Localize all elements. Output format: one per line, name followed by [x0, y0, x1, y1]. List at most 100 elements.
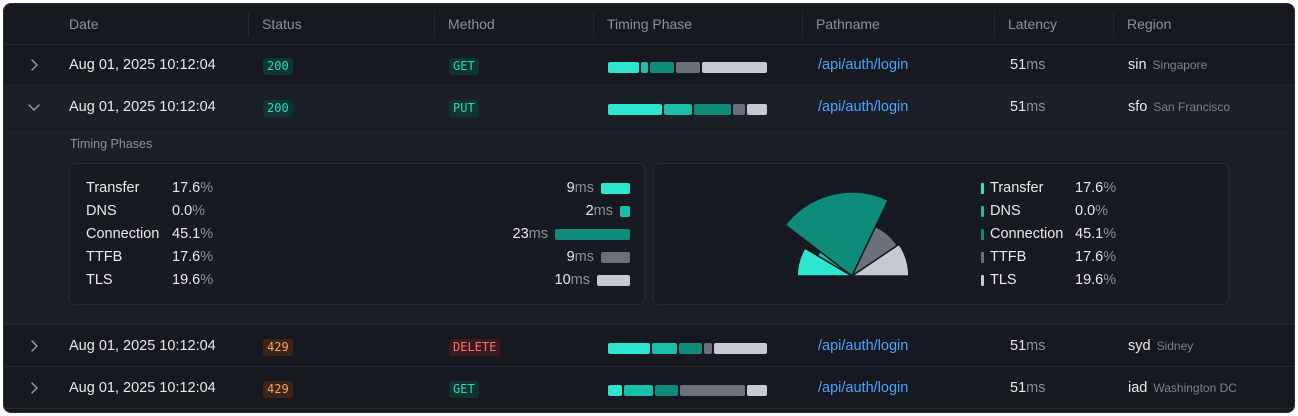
table-row[interactable]: Aug 01, 2025 10:12:04 200 GET/api/auth/log… — [4, 45, 1294, 86]
table-row[interactable]: Aug 01, 2025 10:12:04 429 DELETE/api/auth/… — [4, 326, 1294, 367]
method-badge: GET — [449, 381, 479, 398]
legend-percent: 17.6% — [1075, 246, 1116, 269]
region-city: Washington DC — [1153, 381, 1237, 395]
phase-percent-unit: % — [192, 203, 206, 219]
column-pathname[interactable]: Pathname — [816, 16, 880, 32]
latency-value: 51ms — [1010, 368, 1045, 409]
phase-duration-value: 23 — [512, 226, 529, 242]
phase-breakdown-panel: Transfer 17.6% 9ms DNS 0.0% 2ms Connection 45.1… — [69, 163, 645, 305]
phase-percent-unit: % — [200, 226, 214, 242]
phase-row: Transfer 17.6% 9ms — [70, 177, 644, 200]
legend-percent: 19.6% — [1075, 269, 1116, 292]
phase-percent: 45.1% — [172, 223, 213, 246]
chevron-right-icon[interactable] — [26, 338, 42, 354]
phase-duration-value: 10 — [554, 272, 571, 288]
pathname-link[interactable]: /api/auth/login — [818, 57, 909, 73]
status-badge: 429 — [263, 381, 293, 398]
pie-slice-transfer — [796, 247, 855, 277]
column-divider — [248, 12, 249, 37]
legend-swatch — [981, 275, 984, 286]
phase-duration-bar — [597, 275, 630, 286]
legend-swatch — [981, 206, 984, 217]
column-timing-phase[interactable]: Timing Phase — [607, 16, 693, 32]
phase-percent-value: 17.6 — [172, 180, 201, 196]
phase-duration-bar — [555, 229, 630, 240]
phase-percent-unit: % — [200, 249, 214, 265]
legend-label: Connection — [990, 226, 1064, 242]
chevron-down-icon[interactable] — [26, 99, 42, 115]
phase-name: Transfer — [86, 180, 140, 196]
phase-duration: 10ms — [555, 269, 590, 292]
status-badge: 429 — [263, 339, 293, 356]
phase-duration: 23ms — [513, 223, 548, 246]
legend-percent-value: 17.6 — [1075, 180, 1104, 196]
chevron-right-icon[interactable] — [26, 57, 42, 73]
pathname-link[interactable]: /api/auth/login — [818, 338, 909, 354]
phase-duration-value: 9 — [566, 249, 575, 265]
status-badge: 200 — [263, 58, 293, 75]
legend-label: Transfer — [990, 180, 1044, 196]
timing-segment — [676, 62, 700, 73]
pathname-link[interactable]: /api/auth/login — [818, 99, 909, 115]
region-code: syd — [1128, 338, 1151, 354]
phase-name: Connection — [86, 226, 160, 242]
phase-duration-bar — [620, 206, 630, 217]
region: iad Washington DC — [1128, 368, 1237, 409]
phase-row: Connection 45.1% 23ms — [70, 223, 644, 246]
phase-duration: 2ms — [586, 200, 613, 223]
pie-slice-connection — [784, 191, 890, 278]
region-code: sfo — [1128, 99, 1148, 115]
column-divider — [802, 12, 803, 37]
column-region[interactable]: Region — [1127, 16, 1172, 32]
phase-duration-value: 9 — [566, 180, 575, 196]
timing-segment — [608, 385, 622, 396]
latency-number: 51 — [1010, 99, 1027, 115]
phase-duration-bar — [601, 183, 630, 194]
phase-percent: 17.6% — [172, 177, 213, 200]
table-row[interactable]: Aug 01, 2025 10:12:04 200 PUT/api/auth/log… — [4, 87, 1294, 128]
phase-chart-panel: Transfer 17.6% DNS 0.0% Connection 45.1% TTFB 1… — [653, 163, 1229, 305]
requests-table: Date Status Method Timing Phase Pathname… — [3, 3, 1295, 413]
legend-percent: 45.1% — [1075, 223, 1116, 246]
timing-segment — [664, 104, 692, 115]
timing-phase-bar — [608, 104, 767, 115]
timing-segment — [704, 343, 712, 354]
timing-phases-detail: Timing Phases Transfer 17.6% 9ms DNS 0.0% 2ms… — [4, 129, 1294, 325]
table-row[interactable]: Aug 01, 2025 10:12:04 429 GET/api/auth/log… — [4, 368, 1294, 409]
pathname-link[interactable]: /api/auth/login — [818, 380, 909, 396]
timing-segment — [652, 343, 677, 354]
region: sin Singapore — [1128, 45, 1207, 86]
region-code: sin — [1128, 57, 1147, 73]
latency-number: 51 — [1010, 338, 1027, 354]
status-badge: 200 — [263, 100, 293, 117]
detail-title: Timing Phases — [70, 137, 153, 151]
legend-swatch — [981, 183, 984, 194]
timing-segment — [733, 104, 745, 115]
column-date[interactable]: Date — [69, 16, 99, 32]
timing-segment — [608, 343, 650, 354]
phase-name: TLS — [86, 272, 113, 288]
timing-pie-chart — [784, 191, 910, 279]
phase-duration-unit: ms — [593, 203, 613, 219]
column-divider — [593, 12, 594, 37]
timing-segment — [702, 62, 767, 73]
column-status[interactable]: Status — [262, 16, 302, 32]
timing-segment — [679, 343, 702, 354]
column-method[interactable]: Method — [448, 16, 495, 32]
region: syd Sidney — [1128, 326, 1193, 367]
column-latency[interactable]: Latency — [1008, 16, 1058, 32]
timing-segment — [608, 62, 639, 73]
phase-percent-value: 45.1 — [172, 226, 201, 242]
timing-segment — [747, 104, 767, 115]
timing-segment — [641, 62, 648, 73]
chevron-right-icon[interactable] — [26, 380, 42, 396]
timing-segment — [714, 343, 767, 354]
timing-segment — [655, 385, 678, 396]
phase-duration-bar — [601, 252, 630, 263]
region-code: iad — [1128, 380, 1148, 396]
timing-segment — [694, 104, 731, 115]
region-city: Singapore — [1152, 58, 1208, 72]
region: sfo San Francisco — [1128, 87, 1230, 128]
phase-duration: 9ms — [567, 246, 594, 269]
timing-segment — [680, 385, 745, 396]
